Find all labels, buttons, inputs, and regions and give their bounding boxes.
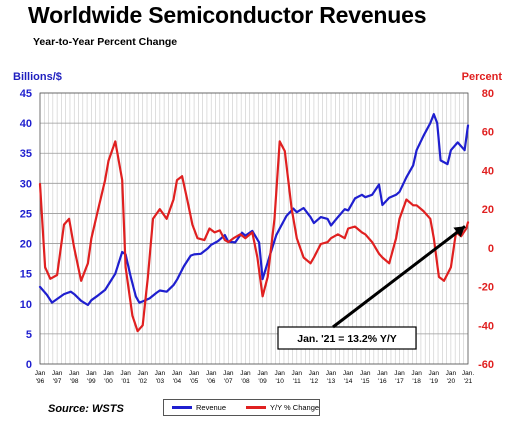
- x-tick-label: Jan: [257, 370, 268, 377]
- source-note: Source: WSTS: [48, 403, 124, 415]
- x-tick-label: '01: [121, 378, 130, 385]
- x-tick-label: Jan: [360, 370, 371, 377]
- right-tick-label: 40: [482, 165, 494, 177]
- x-tick-label: '19: [430, 378, 439, 385]
- legend-label-revenue: Revenue: [196, 403, 227, 412]
- x-tick-label: Jan: [446, 370, 457, 377]
- x-tick-label: '05: [190, 378, 199, 385]
- right-tick-label: -60: [478, 359, 494, 371]
- legend-item-yoy: Y/Y % Change: [246, 403, 319, 412]
- legend-item-revenue: Revenue: [172, 403, 226, 412]
- left-tick-label: 30: [20, 178, 32, 190]
- legend-swatch-revenue: [172, 406, 192, 409]
- x-tick-label: Jan: [103, 370, 114, 377]
- x-tick-label: '03: [156, 378, 165, 385]
- chart-title: Worldwide Semiconductor Revenues: [28, 2, 427, 28]
- x-tick-label: '07: [224, 378, 233, 385]
- x-tick-label: Jan: [137, 370, 148, 377]
- right-tick-label: 80: [482, 88, 494, 100]
- x-tick-label: '08: [241, 378, 250, 385]
- x-tick-label: Jan: [429, 370, 440, 377]
- x-tick-label: Jan: [223, 370, 234, 377]
- x-tick-label: '16: [378, 378, 387, 385]
- legend-label-yoy: Y/Y % Change: [270, 403, 320, 412]
- x-tick-label: '97: [53, 378, 62, 385]
- x-tick-label: Jan: [343, 370, 354, 377]
- x-tick-label: Jan: [52, 370, 63, 377]
- x-tick-label: '15: [361, 378, 370, 385]
- x-tick-label: '17: [395, 378, 404, 385]
- x-tick-label: '18: [412, 378, 421, 385]
- chart-subtitle: Year-to-Year Percent Change: [33, 36, 178, 48]
- left-tick-label: 0: [26, 359, 32, 371]
- x-tick-label: Jan: [120, 370, 131, 377]
- series-line-revenue: [38, 113, 470, 307]
- x-tick-label: '10: [275, 378, 284, 385]
- x-tick-label: Jan: [35, 370, 46, 377]
- series-lines: [38, 113, 470, 333]
- right-tick-label: -40: [478, 320, 494, 332]
- right-tick-label: 20: [482, 204, 494, 216]
- series-line-yoy: [38, 140, 470, 333]
- x-tick-label: Jan: [411, 370, 422, 377]
- x-tick-label: '09: [258, 378, 267, 385]
- left-tick-label: 25: [20, 208, 32, 220]
- x-tick-label: '04: [173, 378, 182, 385]
- annotation-arrow: [332, 225, 466, 329]
- x-axis-ticks: Jan'96Jan'97Jan'98Jan'99Jan'00Jan'01Jan'…: [35, 370, 475, 385]
- x-tick-label: '21: [464, 378, 473, 385]
- x-tick-label: '00: [104, 378, 113, 385]
- left-tick-label: 10: [20, 299, 32, 311]
- x-tick-label: '13: [327, 378, 336, 385]
- x-tick-label: '12: [310, 378, 319, 385]
- left-tick-label: 20: [20, 239, 32, 251]
- left-tick-label: 5: [26, 329, 32, 341]
- x-tick-label: Jan: [292, 370, 303, 377]
- x-tick-label: '02: [138, 378, 147, 385]
- legend-swatch-yoy: [246, 406, 266, 409]
- annotation-label: Jan. '21 = 13.2% Y/Y: [297, 333, 397, 345]
- x-tick-label: Jan: [309, 370, 320, 377]
- x-tick-label: Jan: [69, 370, 80, 377]
- grid: [39, 92, 469, 365]
- x-tick-label: '11: [293, 378, 301, 385]
- left-axis-label: Billions/$: [13, 71, 62, 83]
- left-tick-label: 15: [20, 269, 32, 281]
- x-tick-label: '96: [36, 378, 45, 385]
- left-tick-label: 45: [20, 88, 32, 100]
- x-tick-label: Jan: [377, 370, 388, 377]
- plot-frame: [39, 92, 469, 365]
- x-tick-label: Jan: [240, 370, 251, 377]
- x-tick-label: Jan: [86, 370, 97, 377]
- left-tick-label: 40: [20, 118, 32, 130]
- legend: Revenue Y/Y % Change: [163, 399, 320, 416]
- annotation: Jan. '21 = 13.2% Y/Y: [277, 225, 466, 350]
- left-tick-label: 35: [20, 148, 32, 160]
- x-tick-label: '14: [344, 378, 353, 385]
- right-axis-label: Percent: [461, 71, 502, 83]
- x-tick-label: Jan: [326, 370, 337, 377]
- x-tick-label: Jan: [206, 370, 217, 377]
- x-tick-label: Jan.: [462, 370, 474, 377]
- right-axis-ticks: -60 -40 -20 0 20 40 60 80: [478, 88, 494, 371]
- x-tick-label: Jan: [274, 370, 285, 377]
- x-tick-label: Jan: [172, 370, 183, 377]
- x-tick-label: Jan: [394, 370, 405, 377]
- x-tick-label: Jan: [189, 370, 200, 377]
- annotation-arrowhead: [453, 226, 465, 238]
- right-tick-label: -20: [478, 282, 494, 294]
- x-tick-label: '06: [207, 378, 216, 385]
- x-tick-label: '98: [70, 378, 79, 385]
- x-tick-label: '99: [87, 378, 96, 385]
- left-axis-ticks: 0 5 10 15 20 25 30 35 40 45: [20, 88, 32, 371]
- annotation-box: [277, 326, 417, 350]
- right-tick-label: 0: [488, 243, 494, 255]
- x-tick-label: Jan: [155, 370, 166, 377]
- x-tick-label: '20: [447, 378, 456, 385]
- right-tick-label: 60: [482, 127, 494, 139]
